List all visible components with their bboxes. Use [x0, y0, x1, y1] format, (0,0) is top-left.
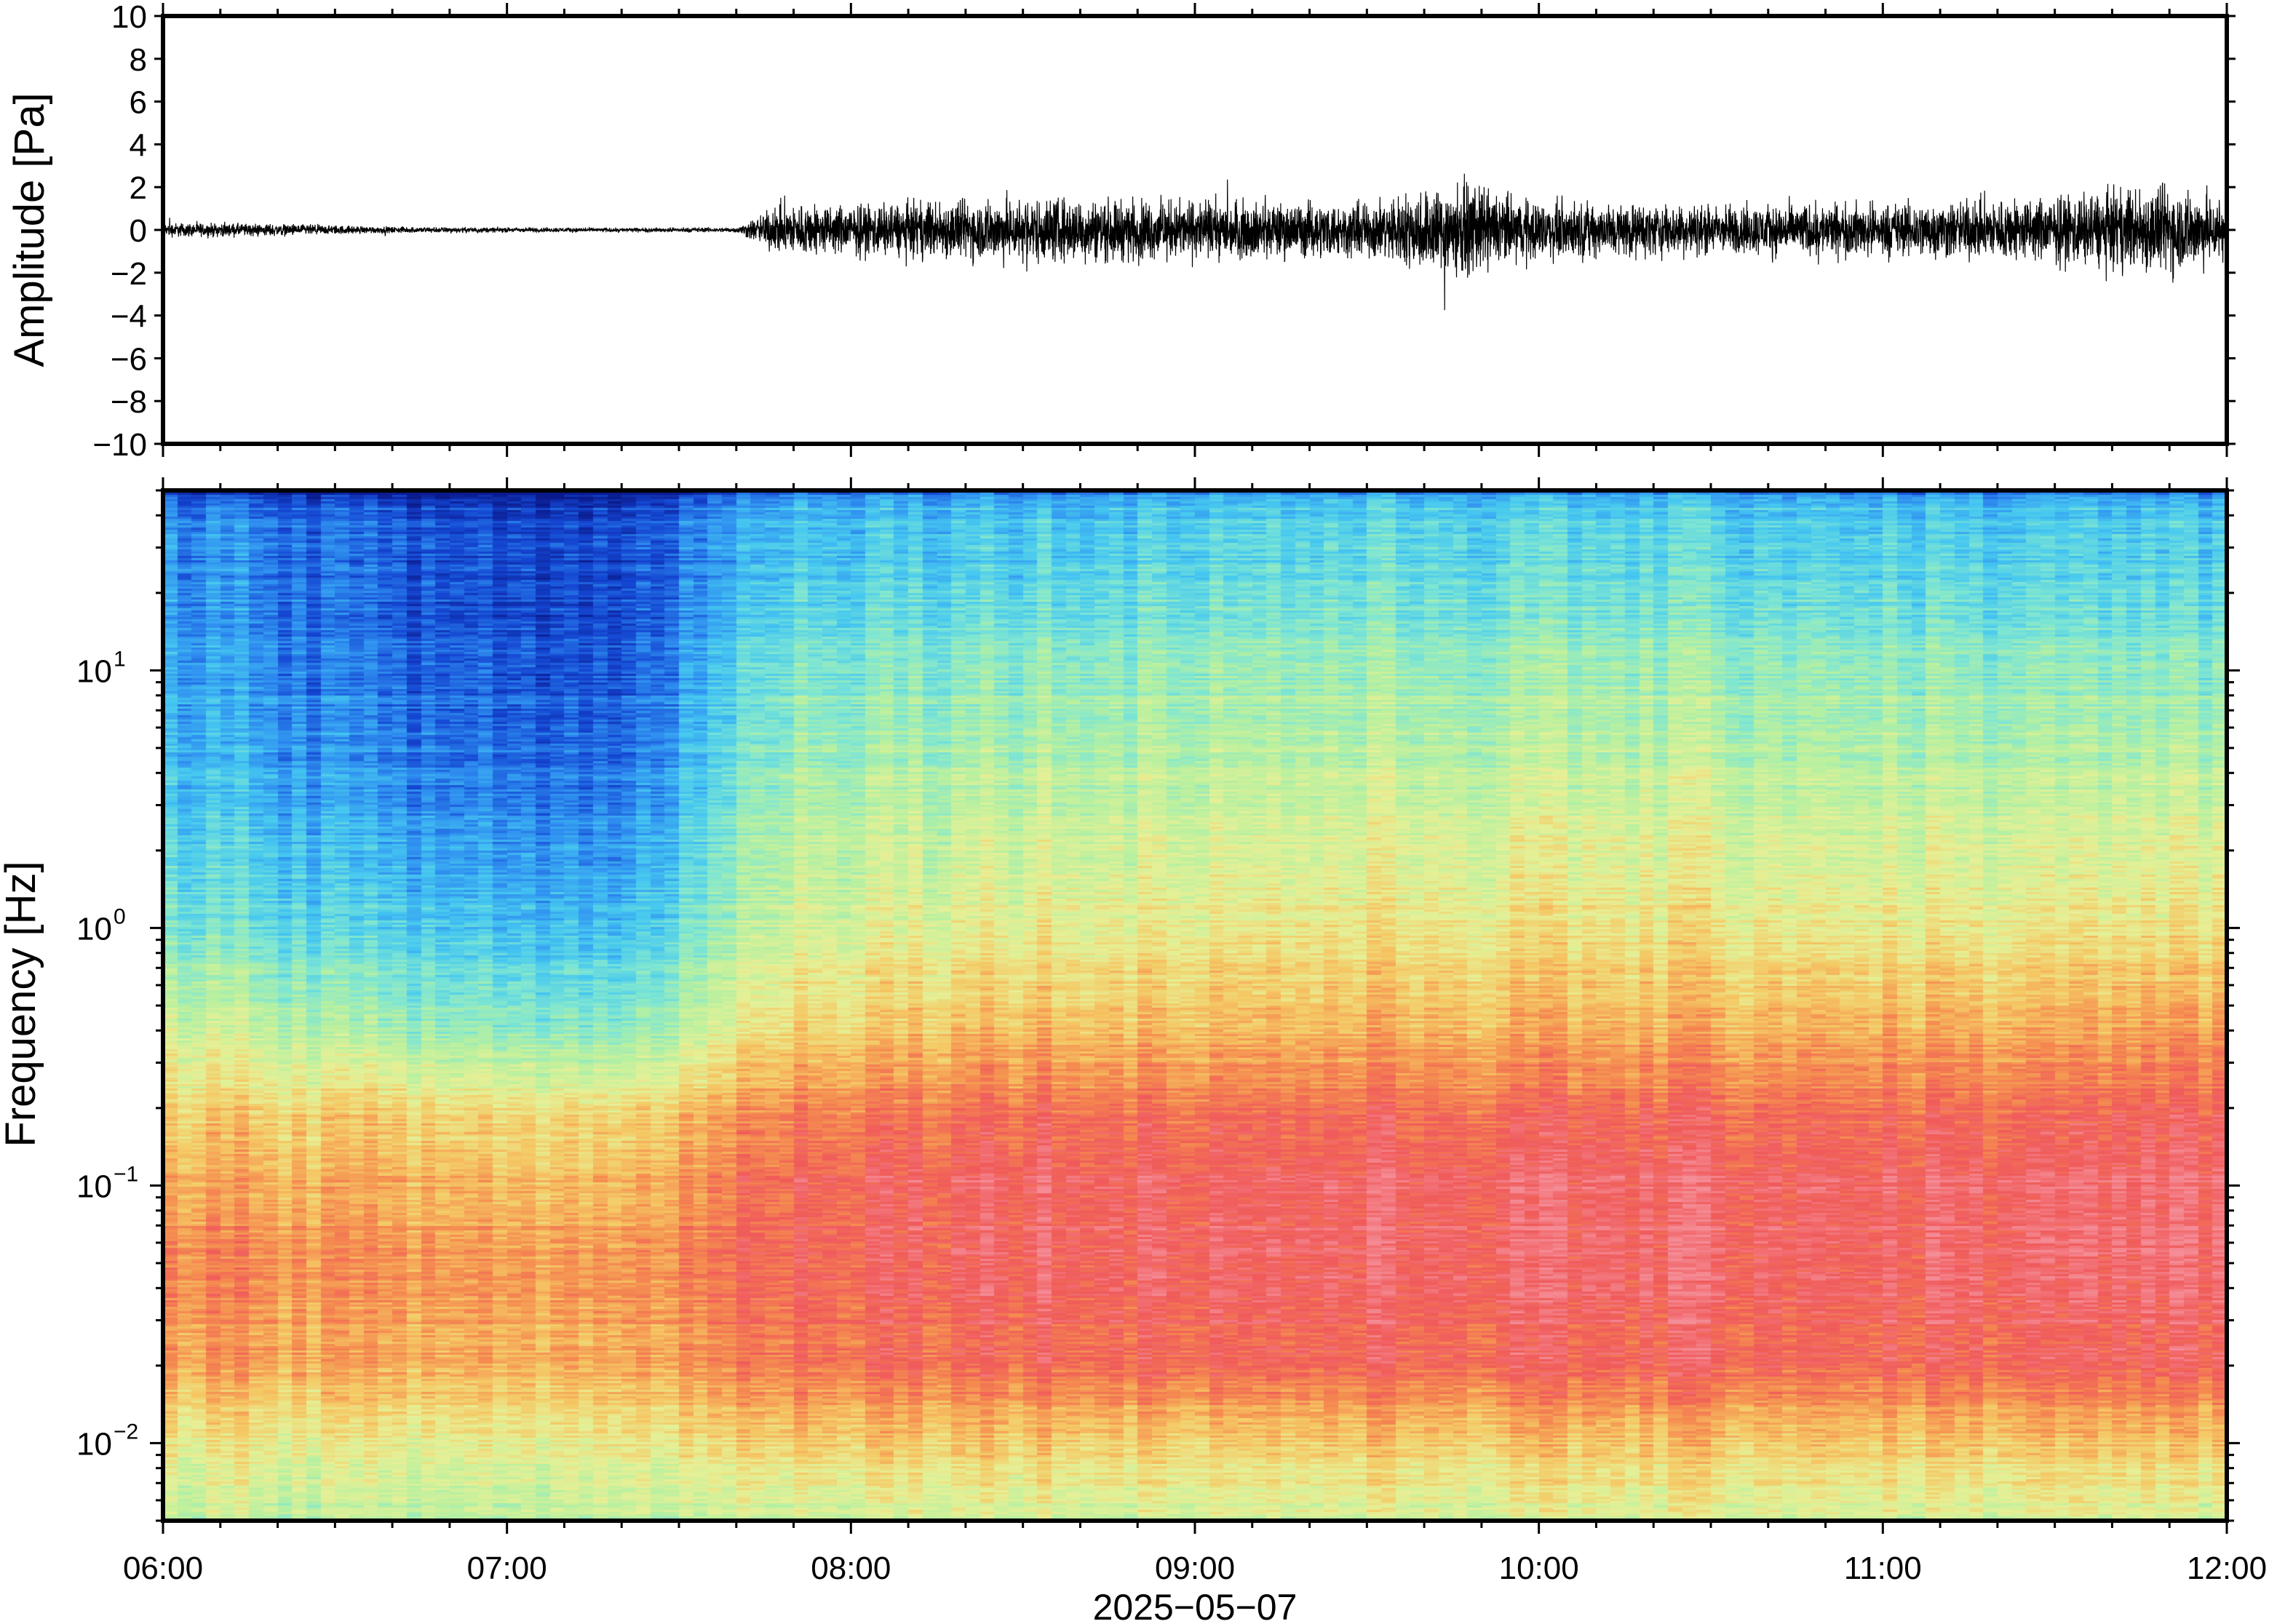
waveform-y-tick-label: −6	[111, 341, 147, 377]
waveform-y-axis-label: Amplitude [Pa]	[6, 92, 53, 367]
waveform-y-tick-label: −4	[111, 299, 147, 335]
spectrogram-y-tick-label: 10	[76, 1169, 112, 1204]
waveform-y-ticks: −10 −8 −6 −4 −2 0 2 4 6 8 10	[92, 0, 2236, 463]
spectrogram-y-tick-exponent: 1	[114, 647, 126, 671]
x-tick-label: 07:00	[467, 1551, 547, 1586]
spectrogram-x-ticks: 06:00 07:00 08:00 09:00 10:00 11:00 12:00	[123, 477, 2267, 1586]
x-tick-label: 10:00	[1499, 1551, 1579, 1586]
spectrogram-y-tick-exponent: 0	[114, 904, 126, 928]
waveform-y-tick-label: 6	[130, 85, 147, 121]
spectrogram-y-tick-exponent: −1	[114, 1162, 138, 1186]
waveform-line	[162, 173, 2228, 311]
waveform-y-tick-label: 2	[130, 170, 147, 206]
waveform-y-tick-label: 0	[130, 213, 147, 249]
x-tick-label: 06:00	[123, 1551, 203, 1586]
x-tick-label: 12:00	[2187, 1551, 2267, 1586]
waveform-y-tick-label: −8	[111, 384, 147, 420]
waveform-y-tick-label: −10	[92, 427, 147, 463]
x-axis-date-label: 2025−05−07	[1093, 1587, 1298, 1624]
waveform-y-tick-label: 10	[111, 0, 147, 35]
waveform-x-ticks	[162, 3, 2228, 457]
x-tick-label: 11:00	[1844, 1551, 1922, 1586]
x-tick-label: 08:00	[811, 1551, 891, 1586]
waveform-y-tick-label: 4	[130, 127, 147, 163]
spectrogram-y-tick-label: 10	[76, 1426, 112, 1462]
waveform-panel: −10 −8 −6 −4 −2 0 2 4 6 8 10 Amplitude [Pa]	[6, 0, 2236, 463]
spectrogram-y-axis-label: Frequency [Hz]	[0, 861, 44, 1147]
waveform-y-tick-label: 8	[130, 42, 147, 78]
waveform-trace	[162, 173, 2228, 311]
spectrogram-heatmap	[163, 490, 2227, 1521]
spectrogram-y-tick-label: 10	[76, 653, 112, 689]
x-tick-label: 09:00	[1155, 1551, 1235, 1586]
waveform-y-tick-label: −2	[111, 256, 147, 292]
spectrogram-y-tick-exponent: −2	[114, 1420, 138, 1444]
spectrogram-y-tick-label: 10	[76, 911, 112, 947]
spectrogram-image-holder	[163, 490, 2227, 1521]
